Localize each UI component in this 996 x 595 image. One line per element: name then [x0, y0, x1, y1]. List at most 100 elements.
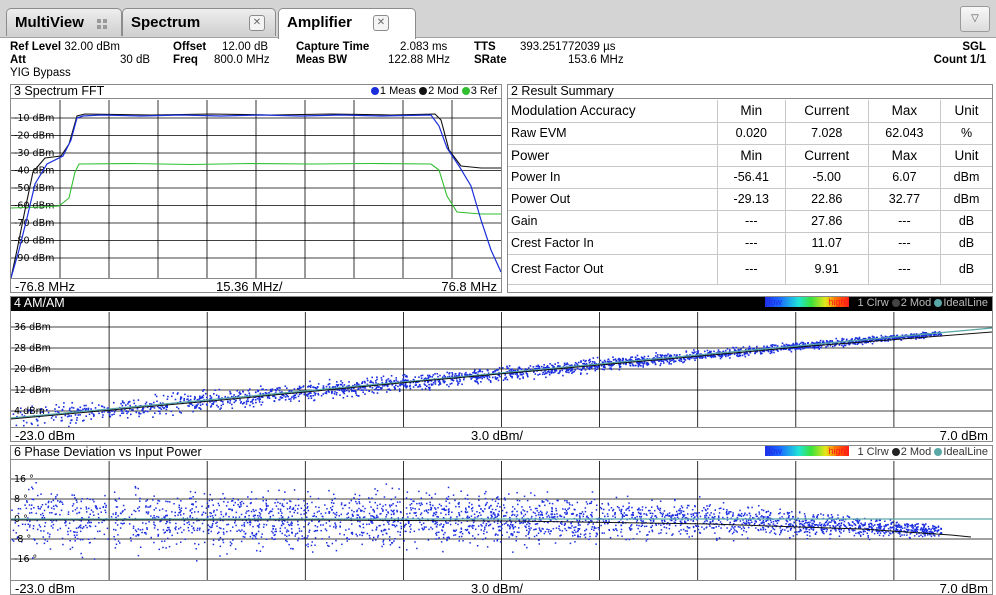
tab-spectrum[interactable]: Spectrum ✕	[122, 8, 276, 36]
tab-multiview[interactable]: MultiView	[6, 8, 122, 36]
result-cell-unit: Unit	[940, 144, 992, 167]
chevron-down-icon: ▽	[971, 13, 979, 24]
spectrum-legend: 1 Meas 2 Mod 3 Ref	[370, 85, 497, 98]
tts-value: 393.251772039 µs	[520, 41, 616, 53]
ideal-dot-icon	[934, 299, 943, 307]
result-cell-max: 6.07	[868, 166, 942, 189]
tab-bar: MultiView Spectrum ✕ Amplifier ✕ ▽	[0, 0, 996, 39]
spectrum-x-axis: -76.8 MHz 15.36 MHz/ 76.8 MHz	[11, 278, 501, 293]
result-cell-max: 62.043	[868, 122, 942, 145]
ref-level-value: 32.00 dBm	[64, 41, 120, 53]
am-am-ideal-line	[11, 327, 992, 419]
result-cell-min: -29.13	[717, 188, 786, 211]
am-am-x-axis: -23.0 dBm 3.0 dBm/ 7.0 dBm	[11, 427, 992, 442]
phase-legend: low high 1 Clrw 2 Mod IdealLine	[765, 446, 988, 459]
result-cell-min: Min	[717, 144, 786, 167]
am-am-x-start: -23.0 dBm	[15, 428, 75, 442]
spectrum-fft-title: 3 Spectrum FFT	[14, 84, 105, 98]
result-cell-unit: dBm	[940, 188, 992, 211]
result-header-row: Modulation Accuracy Min Current Max Unit	[508, 100, 992, 123]
colorbar-low-label: low	[768, 446, 782, 456]
result-summary-title: 2 Result Summary	[511, 84, 614, 98]
phase-x-stop: 7.0 dBm	[939, 581, 988, 595]
tab-amplifier[interactable]: Amplifier ✕	[278, 8, 416, 39]
ideal-dot-icon	[934, 448, 943, 456]
trace2-dot-icon	[419, 87, 428, 95]
phase-deviation-window[interactable]: 6 Phase Deviation vs Input Power low high…	[10, 445, 993, 595]
result-cell-unit: dB	[940, 232, 992, 255]
result-cell-current: Current	[785, 144, 869, 167]
am-am-plot[interactable]: 36 dBm 28 dBm 20 dBm 12 dBm 4 dBm	[11, 312, 992, 427]
phase-y-tick-label: -16 °	[14, 554, 37, 565]
tab-spectrum-label: Spectrum	[131, 14, 201, 31]
result-cell-unit: dBm	[940, 166, 992, 189]
result-cell-unit: %	[940, 122, 992, 145]
result-cell-current: 7.028	[785, 122, 869, 145]
am-am-y-tick-label: 36 dBm	[14, 322, 51, 333]
tab-menu-dropdown-button[interactable]: ▽	[960, 6, 990, 32]
am-am-legend: low high 1 Clrw 2 Mod IdealLine	[765, 297, 988, 310]
ideal-legend-label: IdealLine	[943, 297, 988, 309]
phase-y-tick-label: -8 °	[14, 534, 31, 545]
result-cell-max: Max	[868, 100, 942, 123]
spectrum-y-tick-label: -30 dBm	[14, 148, 54, 159]
result-cell-name: Power Out	[508, 188, 718, 211]
result-row: Crest Factor In --- 11.07 --- dB	[508, 232, 992, 255]
ref-trace-green	[11, 162, 501, 215]
result-cell-name: Power	[508, 144, 718, 167]
result-summary-window[interactable]: 2 Result Summary Modulation Accuracy Min C…	[507, 84, 993, 293]
spectrum-fft-window[interactable]: 3 Spectrum FFT 1 Meas 2 Mod 3 Ref -10 dB…	[10, 84, 502, 293]
phase-y-tick-label: 8 °	[14, 494, 28, 505]
meas-bw-label: Meas BW	[296, 54, 348, 66]
spectrum-grid	[11, 100, 501, 278]
result-cell-current: 9.91	[785, 254, 869, 285]
tab-multiview-label: MultiView	[15, 14, 84, 31]
mod-legend-label: 2 Mod	[900, 446, 932, 458]
density-colorbar: low high	[765, 297, 850, 307]
result-cell-max: Max	[868, 144, 942, 167]
phase-scatter	[11, 482, 943, 562]
clrw-legend-label: 1 Clrw	[857, 297, 889, 309]
offset-value: 12.00 dB	[222, 41, 269, 53]
ref-level-label: Ref Level	[10, 41, 62, 53]
mod-dot-icon	[891, 448, 900, 456]
capture-time-value: 2.083 ms	[400, 41, 448, 53]
colorbar-high-label: high	[828, 297, 846, 307]
trace1-legend-label: 1 Meas	[379, 85, 416, 97]
spectrum-y-tick-label: -70 dBm	[14, 218, 54, 229]
spectrum-y-tick-label: -20 dBm	[14, 131, 54, 142]
result-cell-current: 22.86	[785, 188, 869, 211]
result-cell-max: 32.77	[868, 188, 942, 211]
am-am-grid	[11, 312, 992, 427]
trace2-legend-label: 2 Mod	[428, 85, 459, 97]
spectrum-x-start: -76.8 MHz	[15, 279, 75, 293]
tab-close-icon[interactable]: ✕	[373, 15, 389, 31]
result-summary-title-bar: 2 Result Summary	[508, 85, 992, 99]
tab-close-icon[interactable]: ✕	[249, 15, 265, 31]
result-cell-name: Raw EVM	[508, 122, 718, 145]
am-am-y-axis-labels: 36 dBm 28 dBm 20 dBm 12 dBm 4 dBm	[14, 322, 51, 417]
am-am-window[interactable]: 4 AM/AM low high 1 Clrw 2 Mod IdealLine 3…	[10, 296, 993, 442]
result-cell-name: Gain	[508, 210, 718, 233]
clrw-legend-label: 1 Clrw	[857, 446, 889, 458]
srate-value: 153.6 MHz	[568, 54, 624, 66]
phase-deviation-plot[interactable]: 16 °8 °0 °-8 °-16 °	[11, 461, 992, 580]
result-cell-current: 11.07	[785, 232, 869, 255]
trace3-legend-label: 3 Ref	[470, 85, 497, 97]
spectrum-plot[interactable]: -10 dBm-20 dBm-30 dBm-40 dBm-50 dBm-60 d…	[11, 100, 501, 278]
result-cell-min: ---	[717, 254, 786, 285]
tts-label: TTS	[474, 41, 496, 53]
phase-deviation-title-bar: 6 Phase Deviation vs Input Power low high…	[11, 446, 992, 460]
measurement-info-bar: Ref Level 32.00 dBm Offset 12.00 dB Capt…	[0, 38, 996, 84]
result-cell-current: 27.86	[785, 210, 869, 233]
result-cell-max: ---	[868, 210, 942, 233]
result-cell-min: Min	[717, 100, 786, 123]
trace1-dot-icon	[370, 87, 379, 95]
phase-x-start: -23.0 dBm	[15, 581, 75, 595]
capture-time-label: Capture Time	[296, 41, 370, 53]
result-cell-name: Power In	[508, 166, 718, 189]
am-am-title: 4 AM/AM	[14, 296, 65, 310]
spectrum-x-stop: 76.8 MHz	[441, 279, 497, 293]
colorbar-low-label: low	[768, 297, 782, 307]
result-cell-max: ---	[868, 232, 942, 255]
